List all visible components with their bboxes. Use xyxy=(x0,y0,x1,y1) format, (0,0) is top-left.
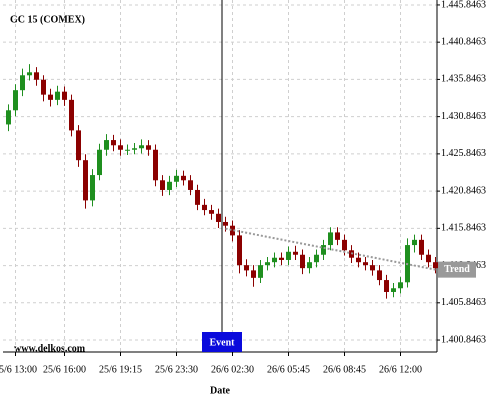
candle-body xyxy=(321,245,326,255)
candle-body xyxy=(20,75,25,91)
chart-title: GC 15 (COMEX) xyxy=(10,14,85,25)
candle-body xyxy=(300,254,305,269)
candle-body xyxy=(230,225,235,236)
y-tick-label: 1.440.8463 xyxy=(441,36,486,47)
candle-body xyxy=(293,251,298,255)
candle-body xyxy=(125,149,130,151)
candle-body xyxy=(286,251,291,260)
candle-body xyxy=(244,265,249,271)
candle-body xyxy=(62,91,67,100)
y-tick-label: 1.430.8463 xyxy=(441,111,486,122)
candle-body xyxy=(160,180,165,190)
candle-body xyxy=(118,145,123,150)
candle-body xyxy=(328,232,333,246)
candle-body xyxy=(251,270,256,278)
candle-body xyxy=(384,280,389,292)
candle-body xyxy=(335,232,340,240)
candle-body xyxy=(419,239,424,255)
candle-body xyxy=(237,235,242,266)
trend-label-box xyxy=(438,261,476,278)
candle-body xyxy=(13,90,18,111)
y-tick-label: 1.400.8463 xyxy=(441,334,486,345)
candle-body xyxy=(90,175,95,201)
candle-body xyxy=(426,254,431,263)
candle-body xyxy=(398,282,403,289)
candle-body xyxy=(111,140,116,146)
candle-body xyxy=(174,175,179,182)
candle-body xyxy=(342,239,347,251)
candle-body xyxy=(209,210,214,214)
y-tick-label: 1.405.8463 xyxy=(441,297,486,308)
candle-body xyxy=(216,213,221,222)
candle-body xyxy=(202,204,207,211)
candle-body xyxy=(188,180,193,190)
candle-body xyxy=(391,288,396,292)
y-tick-label: 1.435.8463 xyxy=(441,74,486,85)
candle-body xyxy=(223,221,228,226)
candle-body xyxy=(146,145,151,150)
candle-body xyxy=(139,145,144,149)
trend-label: Trend xyxy=(444,264,470,275)
candle-body xyxy=(167,181,172,190)
candle-body xyxy=(55,91,60,100)
x-tick-label: 25/6 19:15 xyxy=(99,364,142,375)
candle-body xyxy=(307,262,312,269)
x-tick-label: 26/6 12:00 xyxy=(379,364,422,375)
candle-body xyxy=(363,262,368,266)
candle-body xyxy=(265,262,270,266)
y-tick-label: 1.445.8463 xyxy=(441,0,486,10)
x-tick-label: 25/6 23:30 xyxy=(155,364,198,375)
candle-body xyxy=(181,175,186,181)
x-tick-label: 26/6 02:30 xyxy=(211,364,254,375)
candle-body xyxy=(314,254,319,263)
y-tick-label: 1.425.8463 xyxy=(441,148,486,159)
candle-body xyxy=(279,257,284,260)
candle-body xyxy=(83,160,88,201)
candle-body xyxy=(104,140,109,150)
watermark: www.delkos.com xyxy=(14,343,86,354)
candle-body xyxy=(377,270,382,281)
candle-body xyxy=(76,130,81,161)
event-box xyxy=(202,332,242,352)
x-tick-label: 26/6 05:45 xyxy=(267,364,310,375)
candle-body xyxy=(132,148,137,150)
y-tick-label: 1.415.8463 xyxy=(441,223,486,234)
candle-body xyxy=(41,79,46,95)
event-label: Event xyxy=(210,337,236,348)
candle-body xyxy=(6,110,11,125)
candle-body xyxy=(195,189,200,205)
candle-body xyxy=(258,265,263,278)
candle-body xyxy=(433,262,438,269)
y-tick-label: 1.420.8463 xyxy=(441,185,486,196)
candle-body xyxy=(153,149,158,181)
candle-body xyxy=(412,239,417,246)
candle-body xyxy=(272,257,277,263)
candle-body xyxy=(69,99,74,131)
candle-body xyxy=(34,72,39,80)
candle-body xyxy=(97,149,102,176)
x-tick-label: 26/6 08:45 xyxy=(323,364,366,375)
x-tick-label: 25/6 16:00 xyxy=(43,364,86,375)
candle-body xyxy=(48,94,53,100)
candle-body xyxy=(356,257,361,263)
x-axis-title: Date xyxy=(210,385,231,396)
candle-body xyxy=(370,265,375,271)
candle-body xyxy=(27,72,32,76)
x-tick-label: 25/6 13:00 xyxy=(0,364,37,375)
